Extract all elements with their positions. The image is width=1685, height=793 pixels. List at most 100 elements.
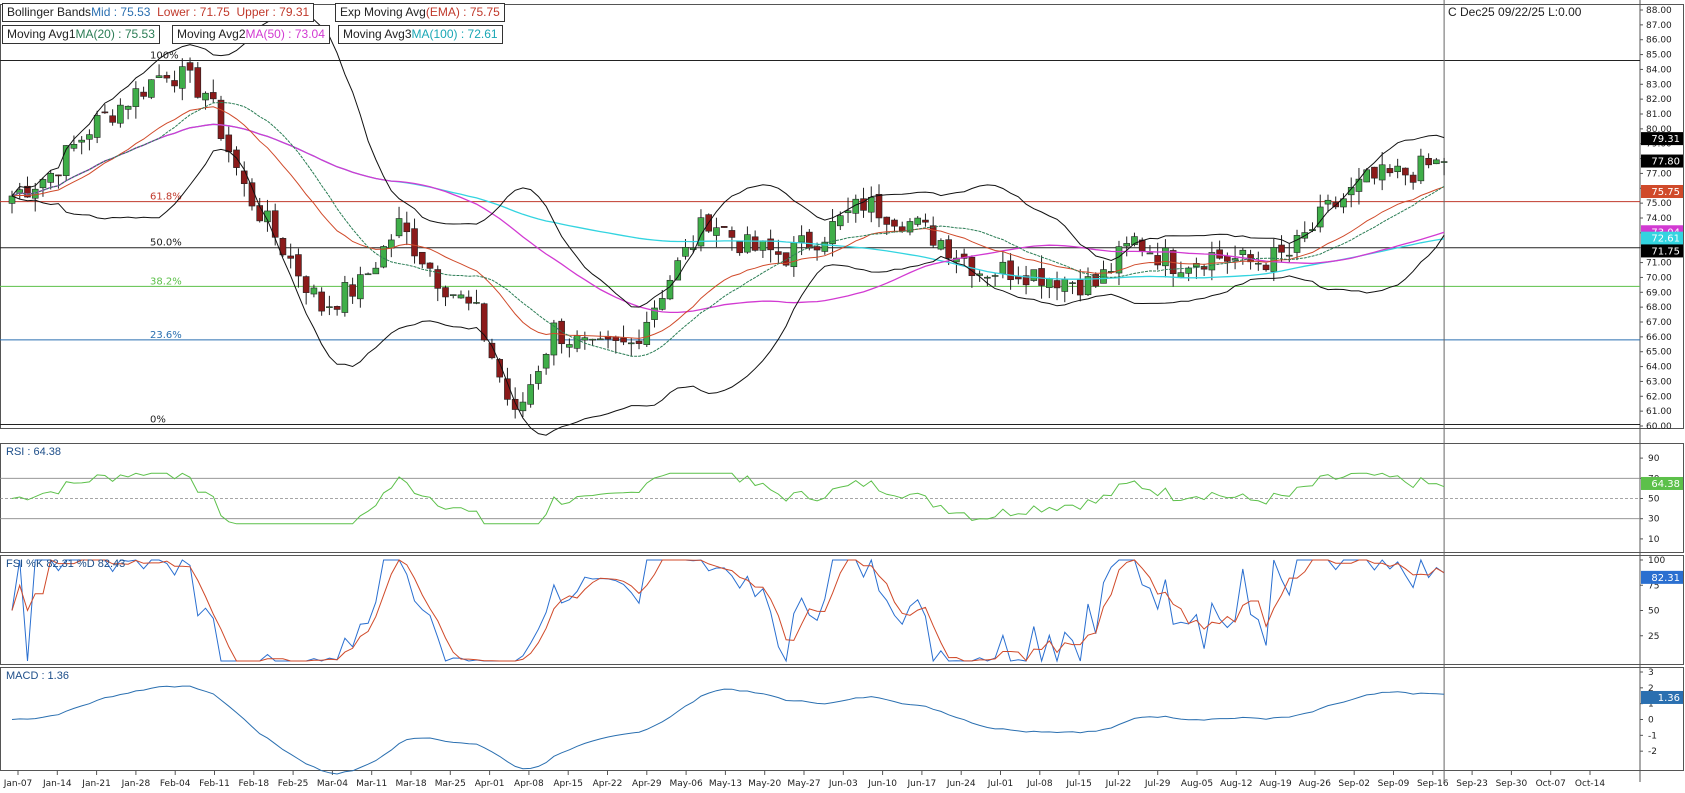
candle-down [209, 92, 217, 100]
price-tick-label: 85.00 [1646, 51, 1672, 61]
candle-up [39, 179, 47, 189]
candle-down [504, 378, 511, 400]
x-tick-label: Sep-02 [1338, 779, 1370, 789]
candle-down [1053, 280, 1061, 289]
x-tick-label: Jan-21 [81, 779, 111, 789]
price-tick-label: 64.00 [1646, 363, 1672, 373]
x-tick-label: May-27 [787, 779, 820, 789]
fib-label: 0% [150, 415, 166, 426]
rsi-badge-label: 64.38 [1651, 479, 1680, 490]
osc-tick-label: 90 [1648, 454, 1660, 464]
x-tick-label: Aug-26 [1299, 779, 1332, 789]
candle-down [225, 134, 233, 153]
fib-label: 23.6% [150, 330, 182, 341]
candle-up [78, 139, 85, 143]
candle-up [457, 294, 465, 299]
candle-up [1433, 159, 1440, 165]
x-tick-label: Jun-03 [828, 779, 858, 789]
candle-up [1084, 276, 1092, 296]
legend-ma2-name: Moving Avg2 [177, 27, 246, 41]
macd-badge-label: 1.36 [1658, 693, 1680, 704]
candle-up [1177, 272, 1185, 278]
panel-frame [0, 4, 1684, 429]
candle-down [55, 174, 62, 177]
ma20-line [11, 101, 1445, 357]
osc-tick-label: 50 [1648, 495, 1660, 505]
price-badge [1641, 132, 1683, 146]
fib-label: 38.2% [150, 276, 182, 287]
legend-bollinger-upper: Upper : 79.31 [236, 5, 310, 19]
candle-up [542, 353, 550, 369]
candle-down [333, 306, 341, 310]
candles [8, 57, 1448, 419]
price-badge-label: 79.31 [1651, 134, 1680, 145]
candle-up [1394, 165, 1401, 173]
candle-down [806, 231, 813, 249]
candle-up [357, 274, 364, 300]
legend-ema-value: (EMA) : 75.75 [425, 5, 500, 19]
candle-up [326, 306, 333, 308]
macd-badge [1641, 690, 1683, 704]
x-tick-label: Jan-14 [42, 779, 72, 789]
candle-up [651, 307, 658, 320]
candle-down [24, 185, 31, 198]
candle-down [109, 115, 116, 123]
price-badge-label: 77.80 [1651, 157, 1680, 168]
candle-down [496, 359, 503, 378]
legend-ma1-value: MA(20) : 75.53 [75, 27, 155, 41]
price-tick-label: 69.00 [1646, 288, 1672, 298]
candle-up [527, 384, 534, 405]
macd-label: MACD : 1.36 [6, 670, 69, 682]
price-tick-label: 70.00 [1646, 273, 1672, 283]
candle-up [643, 321, 651, 345]
x-tick-label: Aug-05 [1181, 779, 1213, 789]
osc-tick-label: 100 [1648, 556, 1665, 566]
candle-up [1255, 262, 1262, 265]
candle-up [674, 260, 682, 281]
x-tick-label: Jun-17 [907, 779, 937, 789]
candle-up [1046, 278, 1053, 288]
legend-ma2-value: MA(50) : 73.04 [245, 27, 325, 41]
candle-up [1030, 269, 1038, 281]
candle-up [689, 247, 697, 250]
candle-up [148, 79, 155, 98]
candle-down [279, 238, 287, 256]
candle-down [929, 225, 937, 246]
legend-ma3[interactable]: Moving Avg3MA(100) : 72.61 [338, 25, 503, 44]
candle-up [1115, 246, 1123, 274]
legend-ema[interactable]: Exp Moving Avg(EMA) : 75.75 [335, 3, 505, 22]
candle-up [658, 298, 666, 310]
bollinger-lower [11, 148, 1445, 436]
legend-ma1[interactable]: Moving Avg1MA(20) : 75.53 [2, 25, 160, 44]
legend-ma2[interactable]: Moving Avg2MA(50) : 73.04 [172, 25, 330, 44]
osc-tick-label: 30 [1648, 515, 1660, 525]
x-tick-label: Aug-19 [1259, 779, 1292, 789]
price-badge [1641, 244, 1683, 258]
price-tick-label: 63.00 [1646, 377, 1672, 387]
candle-down [960, 253, 968, 259]
candle-down [1200, 266, 1208, 270]
x-tick-label: Jan-07 [3, 779, 33, 789]
price-badge [1641, 154, 1683, 168]
x-tick-label: Apr-01 [475, 779, 505, 789]
x-tick-label: Mar-11 [356, 779, 387, 789]
ema-line [11, 106, 1445, 339]
candle-up [666, 279, 674, 300]
legend-bollinger[interactable]: Bollinger BandsMid : 75.53 Lower : 71.75… [2, 3, 315, 22]
candle-up [1208, 252, 1216, 271]
osc-tick-label: 50 [1648, 607, 1660, 617]
osc-tick-label: 75 [1648, 581, 1659, 591]
rsi-line [11, 472, 1445, 525]
x-tick-label: Feb-25 [278, 779, 309, 789]
x-tick-label: Oct-07 [1536, 779, 1566, 789]
x-tick-label: Jun-24 [946, 779, 976, 789]
x-tick-label: Apr-15 [553, 779, 583, 789]
candle-down [194, 67, 202, 98]
x-tick-label: Apr-22 [593, 779, 623, 789]
candle-up [1270, 247, 1278, 272]
candle-up [914, 217, 922, 225]
candle-up [1378, 164, 1386, 181]
candle-up [589, 338, 596, 341]
x-tick-label: May-06 [670, 779, 703, 789]
